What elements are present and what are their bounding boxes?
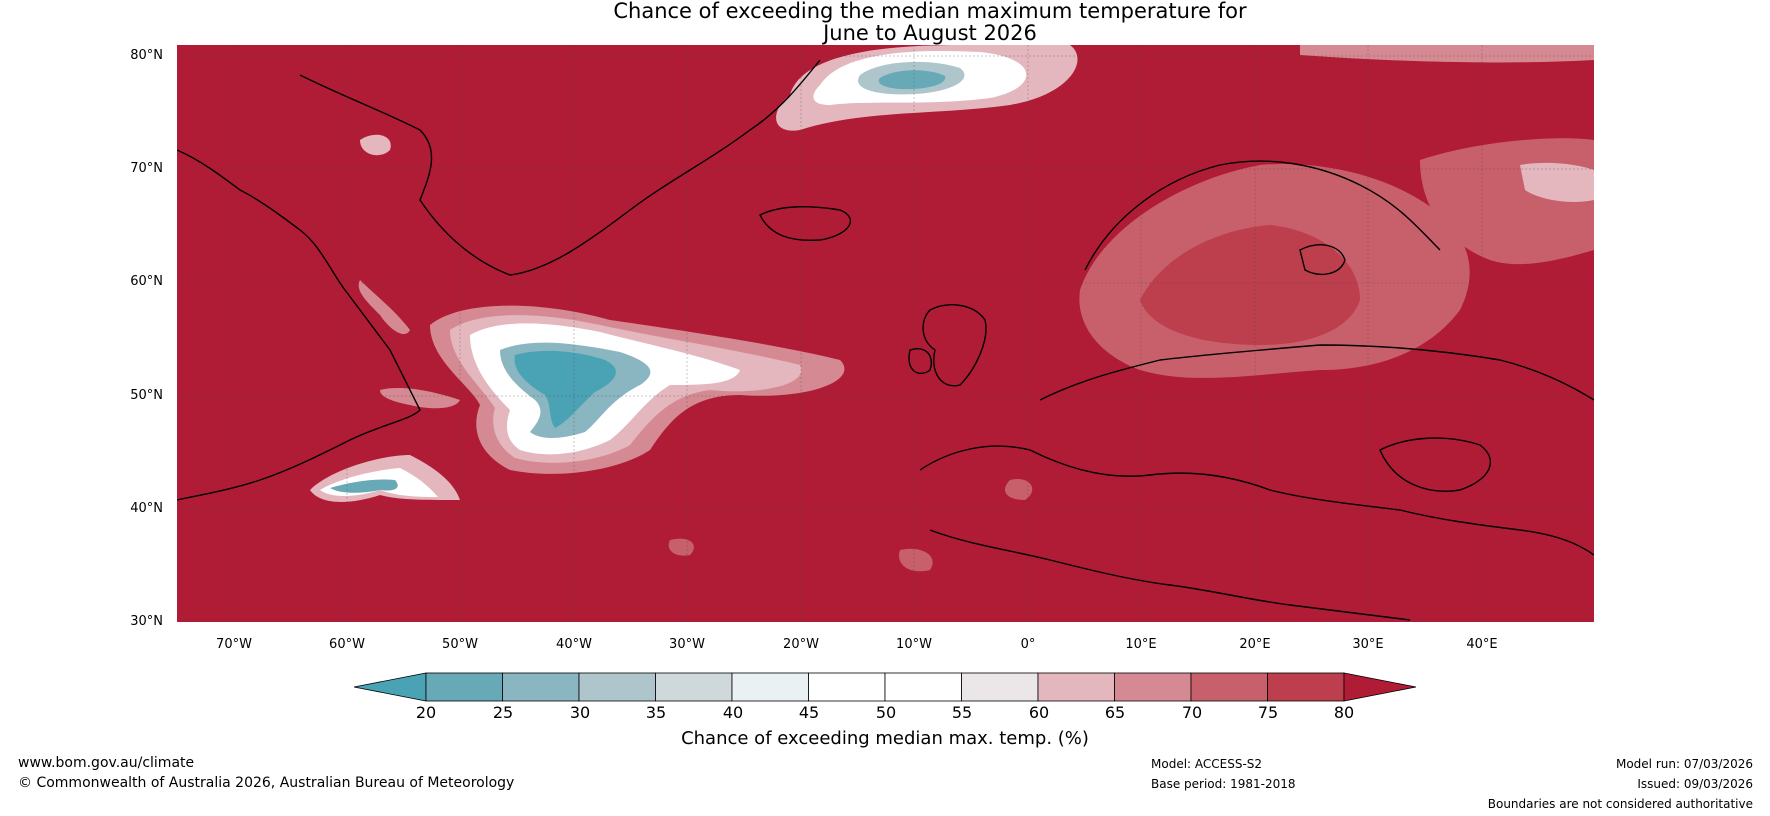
colorbar-segment (1037, 672, 1115, 702)
lon-label-70w: 70°W (216, 637, 252, 652)
lat-label-80n: 80°N (130, 48, 163, 63)
lon-label-10e: 10°E (1125, 637, 1157, 652)
colorbar-segment (731, 672, 809, 702)
lon-label-40e: 40°E (1466, 637, 1498, 652)
colorbar-segment (1190, 672, 1268, 702)
colorbar-segment (578, 672, 656, 702)
footer-website: www.bom.gov.au/climate (18, 755, 195, 771)
colorbar-segment (1267, 672, 1345, 702)
europe-anomaly (1079, 138, 1594, 378)
lon-label-0: 0° (1020, 637, 1036, 652)
colorbar-tick-20: 20 (415, 703, 437, 722)
colorbar-tick-60: 60 (1028, 703, 1050, 722)
colorbar-tick-25: 25 (492, 703, 514, 722)
colorbar-segment (502, 672, 580, 702)
colorbar-segment (808, 672, 886, 702)
footer-base-period: Base period: 1981-2018 (1151, 777, 1296, 791)
colorbar-extend-high (1343, 672, 1417, 702)
colorbar-segment (961, 672, 1039, 702)
gridlines (177, 45, 1594, 622)
colorbar-tick-65: 65 (1104, 703, 1126, 722)
colorbar-extend-low (353, 672, 427, 702)
footer-copyright: © Commonwealth of Australia 2026, Austra… (18, 775, 515, 791)
colorbar-tick-30: 30 (569, 703, 591, 722)
lon-label-20e: 20°E (1239, 637, 1271, 652)
lon-label-20w: 20°W (783, 637, 819, 652)
footer-disclaimer: Boundaries are not considered authoritat… (1487, 797, 1753, 811)
lat-label-70n: 70°N (130, 161, 163, 176)
colorbar-segment (425, 672, 503, 702)
lon-label-30e: 30°E (1352, 637, 1384, 652)
lon-label-40w: 40°W (556, 637, 592, 652)
footer-issued: Issued: 09/03/2026 (1637, 777, 1753, 791)
colorbar-tick-70: 70 (1181, 703, 1203, 722)
colorbar-label: Chance of exceeding median max. temp. (%… (681, 728, 1089, 749)
lat-label-50n: 50°N (130, 388, 163, 403)
colorbar-tick-80: 80 (1333, 703, 1355, 722)
colorbar-tick-75: 75 (1257, 703, 1279, 722)
arctic-cool-anomaly (776, 45, 1594, 131)
lon-label-60w: 60°W (329, 637, 365, 652)
lat-label-30n: 30°N (130, 614, 163, 629)
scattered-warm-anomalies (360, 134, 1033, 572)
footer-model-run: Model run: 07/03/2026 (1615, 757, 1753, 771)
atlantic-cool-anomaly (310, 280, 845, 502)
colorbar-tick-35: 35 (645, 703, 667, 722)
colorbar-segment (655, 672, 733, 702)
lon-label-50w: 50°W (442, 637, 478, 652)
colorbar-tick-55: 55 (951, 703, 973, 722)
colorbar-tick-40: 40 (722, 703, 744, 722)
colorbar-tick-45: 45 (798, 703, 820, 722)
colorbar-tick-50: 50 (875, 703, 897, 722)
lon-label-30w: 30°W (669, 637, 705, 652)
lat-label-40n: 40°N (130, 501, 163, 516)
coastlines (177, 59, 1594, 621)
lat-label-60n: 60°N (130, 274, 163, 289)
map-title-line2: June to August 2026 (823, 21, 1037, 45)
colorbar-segment (1114, 672, 1192, 702)
colorbar-segment (884, 672, 962, 702)
footer-model: Model: ACCESS-S2 (1151, 757, 1263, 771)
lon-label-10w: 10°W (896, 637, 932, 652)
map-title-line1: Chance of exceeding the median maximum t… (613, 0, 1247, 23)
